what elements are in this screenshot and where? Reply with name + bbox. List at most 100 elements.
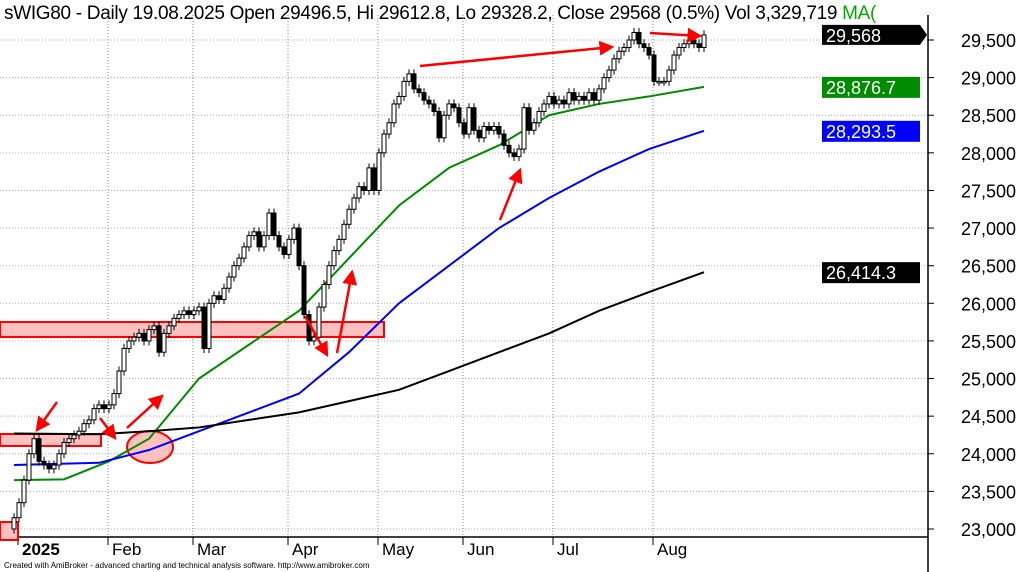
candle [86,415,92,429]
candle [581,91,587,105]
candle [326,261,332,290]
candle-body [121,347,127,372]
candle-body [406,73,412,82]
ohlc-readout: sWIG80 - Daily 19.08.2025 Open 29496.5, … [4,3,838,24]
candle-body [21,479,27,504]
candle [491,122,497,135]
candle [381,129,387,158]
candle [406,69,412,86]
candle [41,456,47,470]
candle [521,103,527,154]
candle-body [336,238,342,252]
candle-body [466,107,472,135]
candle [81,419,87,436]
candle-body [51,464,57,470]
candle-body [41,460,47,466]
candle [481,122,487,143]
footer-credit: Created with AmiBroker - advanced charti… [4,561,370,570]
candle [221,283,227,305]
support-zone [0,433,102,447]
candle-body [16,502,22,519]
candle [701,30,707,53]
moving-average-line [13,85,705,482]
candle [126,336,132,353]
x-tick-label: Jun [467,540,494,559]
candle-body [611,58,617,71]
candle-body [151,325,157,331]
candle [76,426,82,440]
candle [536,106,542,128]
candle-body [246,235,252,248]
candle-body [221,287,227,301]
candle-body [666,69,672,82]
candle [216,291,222,305]
candle-body [441,114,447,139]
candle-body [536,110,542,124]
y-tick-label: 27,500 [961,181,1016,201]
candle [691,35,697,49]
candle [456,103,462,128]
candle-body [481,126,487,139]
candle [311,332,317,346]
x-tick-label: May [382,540,415,559]
candle [606,65,612,83]
candle [171,313,177,331]
candle [11,513,17,534]
candle-body [131,336,137,342]
candle [696,39,702,53]
candle-body [526,107,532,131]
annotation-arrow [99,417,117,440]
y-tick-label: 25,500 [961,332,1016,352]
candle [111,389,117,410]
candle [426,95,432,109]
candle-body [261,235,267,248]
x-tick-label: Feb [112,540,141,559]
ma-value-label-bg [822,76,920,98]
candle-body [226,276,232,289]
candle-body [291,227,297,240]
candle [496,122,502,139]
candle-body [691,39,697,45]
candle-body [231,265,237,278]
candle-body [486,126,492,131]
candle-body [361,186,367,191]
candle-body [101,404,107,410]
candle-body [636,31,642,45]
candle-body [301,265,307,316]
candle [576,91,582,105]
candle [546,91,552,109]
candle [556,95,562,109]
x-tick-label: Mar [197,540,227,559]
candle-body [61,441,67,455]
candle-body [606,69,612,79]
annotation-arrow [419,40,615,68]
candle [366,163,372,195]
candle [331,246,337,271]
candle [421,88,427,105]
candle-body [581,95,587,101]
candle [446,99,452,120]
annotation-arrow [126,394,164,429]
candle [626,35,632,53]
candle [461,118,467,139]
candle-body [416,88,422,94]
candle-body [491,126,497,131]
candle [506,140,512,158]
candle-body [201,306,207,349]
candle [26,449,32,485]
candle [561,95,567,109]
candle [346,204,352,229]
candle-body [276,235,282,248]
candle-body [216,295,222,301]
annotation-arrow [649,27,703,43]
candle [281,242,287,259]
candle [246,231,252,252]
candle [371,163,377,195]
candle [341,219,347,244]
candle [501,129,507,150]
candle-body [376,152,382,191]
moving-average-line [13,129,705,467]
candle [206,298,212,353]
ma-value-label: 28,293.5 [826,122,896,142]
